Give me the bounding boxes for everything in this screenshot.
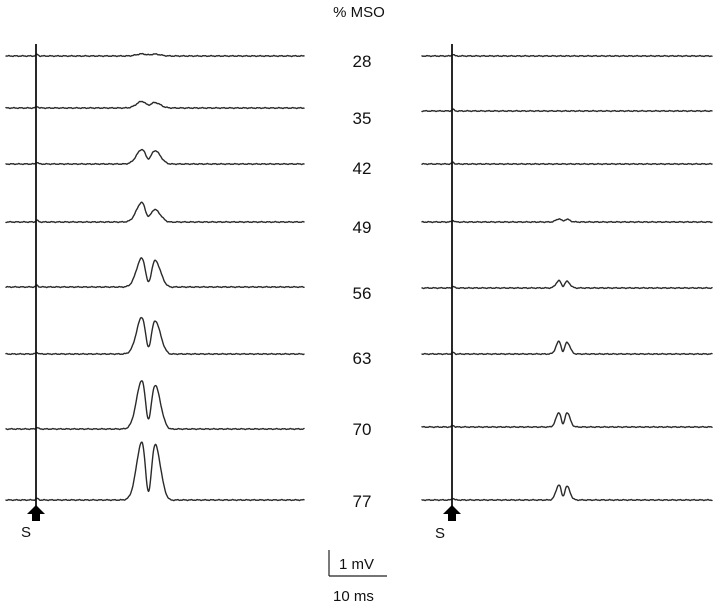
right-trace-42 bbox=[421, 161, 713, 166]
right-trace-28 bbox=[421, 53, 713, 58]
scale-bar: 1 mV 10 ms bbox=[328, 550, 387, 605]
right-trace-56 bbox=[421, 279, 713, 290]
mso-header: % MSO bbox=[333, 4, 385, 21]
right-trace-35 bbox=[421, 108, 713, 113]
left-trace-77 bbox=[5, 441, 305, 502]
intensity-labels: 28 35 42 49 56 63 70 77 bbox=[353, 52, 372, 511]
left-trace-35 bbox=[5, 100, 305, 110]
left-stimulus-label: S bbox=[21, 524, 31, 541]
left-stimulus-arrow-icon bbox=[27, 505, 45, 521]
intensity-label: 35 bbox=[353, 109, 372, 128]
intensity-label: 49 bbox=[353, 218, 372, 237]
left-trace-70 bbox=[5, 380, 305, 431]
right-trace-70 bbox=[421, 412, 713, 429]
left-trace-63 bbox=[5, 316, 305, 356]
right-panel-traces bbox=[421, 53, 713, 502]
scale-bar-time-label: 10 ms bbox=[333, 588, 374, 605]
left-trace-56 bbox=[5, 257, 305, 289]
right-trace-49 bbox=[421, 218, 713, 224]
left-panel-traces bbox=[5, 52, 305, 502]
right-trace-77 bbox=[421, 484, 713, 502]
left-trace-28 bbox=[5, 52, 305, 58]
intensity-label: 63 bbox=[353, 349, 372, 368]
left-trace-49 bbox=[5, 201, 305, 224]
right-stimulus-arrow-icon bbox=[443, 505, 461, 521]
intensity-label: 56 bbox=[353, 284, 372, 303]
intensity-label: 28 bbox=[353, 52, 372, 71]
scale-bar-amplitude-label: 1 mV bbox=[339, 556, 374, 573]
right-stimulus-label: S bbox=[435, 525, 445, 542]
intensity-label: 42 bbox=[353, 159, 372, 178]
intensity-label: 77 bbox=[353, 492, 372, 511]
intensity-label: 70 bbox=[353, 420, 372, 439]
left-trace-42 bbox=[5, 148, 305, 166]
right-trace-63 bbox=[421, 340, 713, 356]
